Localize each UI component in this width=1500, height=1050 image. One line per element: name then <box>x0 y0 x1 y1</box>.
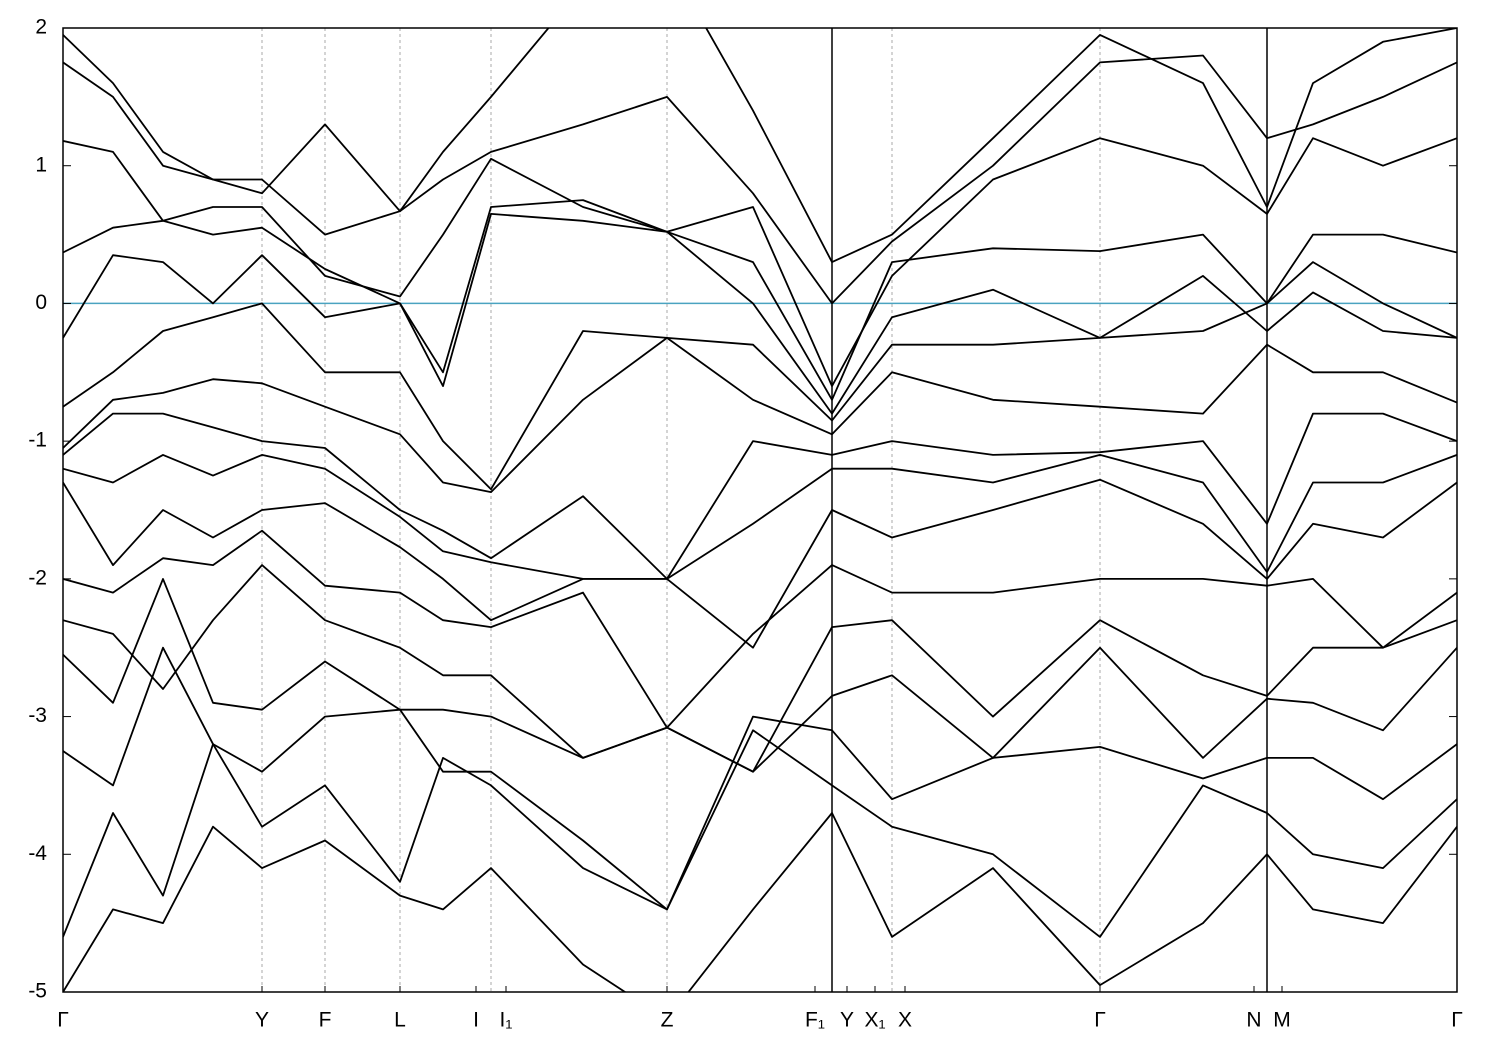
x-tick-label: Γ <box>57 1009 69 1032</box>
y-tick-label: -3 <box>28 704 47 727</box>
y-tick-label: 2 <box>35 16 47 39</box>
x-tick-label: N <box>1246 1009 1261 1032</box>
x-tick-label: L <box>394 1009 406 1032</box>
band-line <box>63 646 1457 911</box>
x-tick-label: I₁ <box>500 1009 513 1032</box>
band-line <box>63 729 1457 938</box>
y-tick-label: 1 <box>35 153 47 176</box>
x-tick-label: M <box>1273 1009 1291 1032</box>
x-tick-label: Γ <box>1094 1009 1106 1032</box>
band-line <box>63 54 1457 305</box>
x-tick-label: X <box>898 1009 912 1032</box>
x-tick-label: Y <box>255 1009 269 1032</box>
x-tick-label: Z <box>661 1009 674 1032</box>
y-tick-label: -2 <box>28 566 47 589</box>
band-line <box>63 578 1457 773</box>
x-tick-label: X₁ <box>864 1009 885 1032</box>
band-line <box>63 478 1457 649</box>
grid-layer <box>63 28 1457 992</box>
bands-layer <box>63 28 1457 992</box>
band-line <box>63 812 1457 992</box>
y-tick-label: 0 <box>35 291 47 314</box>
x-tick-label: Γ <box>1451 1009 1463 1032</box>
band-line <box>63 337 1457 493</box>
y-tick-label: -5 <box>28 980 47 1003</box>
y-tick-label: -1 <box>28 429 47 452</box>
band-line <box>63 199 1457 401</box>
band-line <box>63 137 1457 387</box>
band-line <box>63 564 1457 773</box>
band-line <box>63 28 1457 263</box>
y-tick-label: -4 <box>28 842 47 865</box>
x-tick-label: F <box>319 1009 332 1032</box>
plot-frame <box>62 27 1458 993</box>
x-tick-label: F₁ <box>805 1009 825 1032</box>
x-tick-label: Y <box>840 1009 854 1032</box>
band-line <box>63 529 1457 729</box>
band-line <box>63 454 1457 580</box>
x-tick-label: I <box>473 1009 479 1032</box>
band-line <box>63 412 1457 580</box>
